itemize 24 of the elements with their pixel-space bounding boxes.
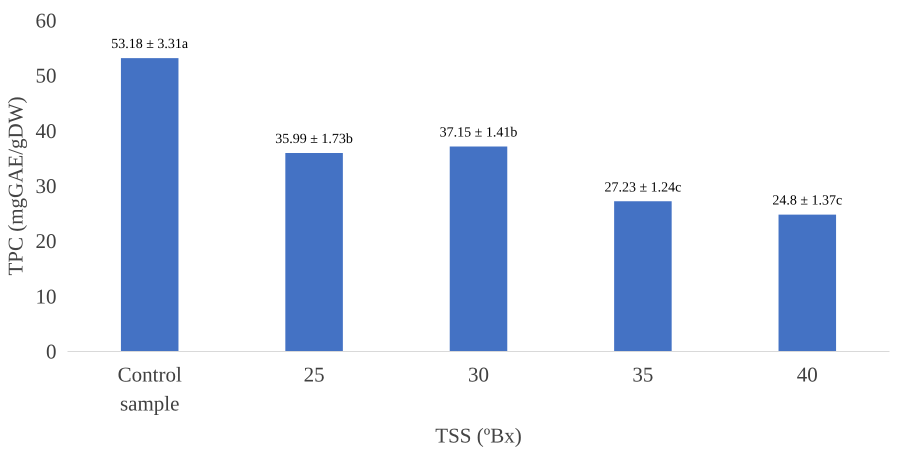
x-tick-label: 40	[796, 362, 818, 386]
data-label: 35.99 ± 1.73b	[275, 132, 353, 147]
y-tick-label: 40	[36, 118, 56, 143]
y-tick-label: 20	[36, 229, 56, 254]
data-label: 37.15 ± 1.41b	[440, 126, 518, 141]
x-tick-label: Control sample	[118, 362, 182, 416]
data-label: 53.18 ± 3.31a	[111, 37, 189, 52]
data-label: 24.8 ± 1.37c	[772, 194, 842, 209]
bar	[614, 201, 672, 352]
data-label: 27.23 ± 1.24c	[604, 180, 682, 196]
bar	[120, 58, 178, 352]
bar	[285, 152, 343, 352]
x-axis-title: TSS (ºBx)	[435, 423, 522, 448]
y-axis-title: TPC (mgGAE/gDW)	[4, 96, 28, 276]
bar	[450, 146, 508, 352]
y-tick-label: 50	[36, 64, 56, 88]
x-tick-label: 30	[468, 362, 489, 386]
y-tick-label: 10	[36, 284, 56, 308]
bar	[778, 214, 836, 352]
x-tick-label: 35	[632, 362, 654, 386]
x-tick-label: 25	[304, 362, 325, 386]
y-tick-label: 30	[36, 174, 56, 198]
y-tick-label: 60	[36, 8, 56, 32]
y-tick-label: 0	[46, 340, 56, 364]
